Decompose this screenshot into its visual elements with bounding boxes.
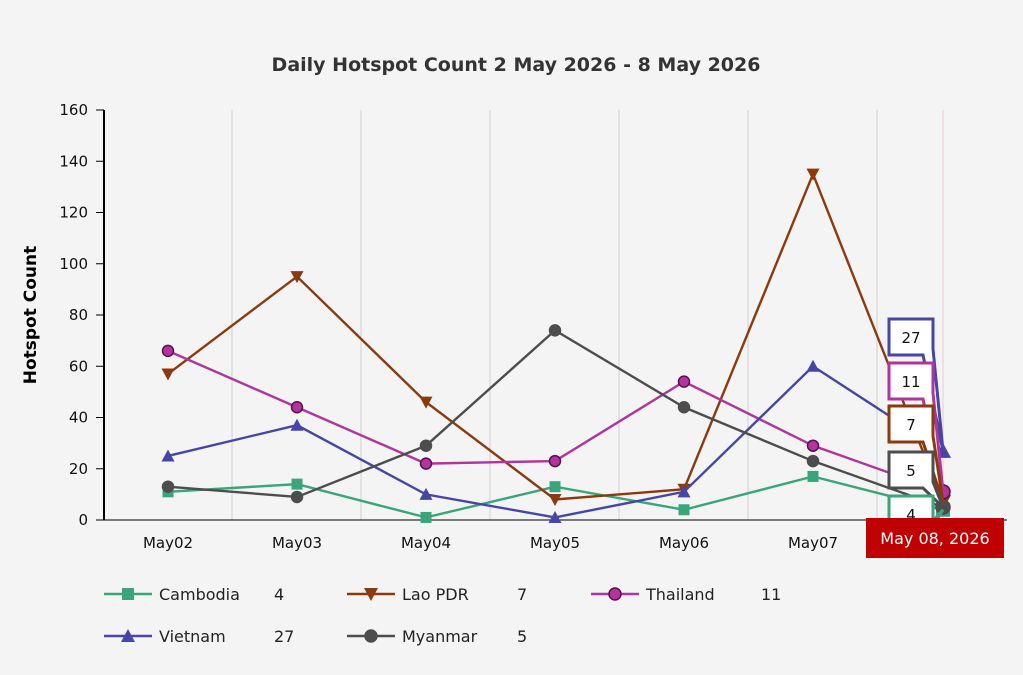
data-point <box>364 629 378 643</box>
y-tick-label: 60 <box>69 357 88 375</box>
data-point <box>419 396 433 409</box>
x-tick-label: May03 <box>272 534 322 552</box>
y-tick-label: 120 <box>59 204 88 222</box>
tooltip-box <box>887 450 945 509</box>
data-point <box>608 587 622 601</box>
legend-value: 5 <box>517 626 528 646</box>
data-point <box>364 588 378 601</box>
x-tick-label: May04 <box>401 534 451 552</box>
data-point <box>677 401 691 414</box>
x-tick-label: May06 <box>659 534 709 552</box>
legend-value: 4 <box>274 584 285 604</box>
series-line <box>167 349 944 493</box>
data-point <box>806 439 820 452</box>
data-point <box>677 485 691 498</box>
data-point <box>806 168 820 181</box>
legend-swatch <box>347 629 395 643</box>
data-point <box>161 368 175 381</box>
data-point <box>548 494 562 506</box>
data-point <box>161 344 175 358</box>
x-tick-label: May05 <box>530 534 580 552</box>
legend-value: 7 <box>517 584 528 604</box>
legend-item[interactable]: Myanmar 5 <box>347 624 557 648</box>
data-point <box>290 401 304 414</box>
y-tick-label: 40 <box>69 409 88 427</box>
data-point <box>548 454 562 468</box>
data-point <box>161 480 175 493</box>
data-point <box>548 510 562 523</box>
y-tick-labels: 0 20 40 60 80 100 120 140 160 <box>59 101 104 529</box>
y-tick-label: 160 <box>59 101 88 119</box>
data-point <box>290 490 304 504</box>
tooltip-value: 4 <box>906 506 916 524</box>
grid-lines <box>231 110 944 520</box>
data-point <box>290 418 304 431</box>
data-point <box>419 487 433 500</box>
y-axis-label: Hotspot Count <box>21 246 41 385</box>
tooltip-box <box>887 317 945 452</box>
legend-value: 27 <box>274 626 295 646</box>
y-tick-label: 0 <box>78 511 88 529</box>
x-tick-label: May02 <box>143 534 193 552</box>
data-point <box>419 439 433 452</box>
tooltip-box <box>887 361 945 493</box>
y-tick-label: 20 <box>69 460 88 478</box>
legend-label: Lao PDR <box>402 584 469 604</box>
x-tick-label: May07 <box>788 534 838 552</box>
legend-swatch <box>347 588 395 601</box>
legend-swatch <box>104 629 152 642</box>
y-tick-label: 100 <box>59 255 88 273</box>
tooltip-box <box>887 404 945 503</box>
legend-item[interactable]: Thailand 11 <box>591 582 801 606</box>
chart-title: Daily Hotspot Count 2 May 2026 - 8 May 2… <box>272 54 761 76</box>
data-point <box>678 504 690 516</box>
tooltip-value: 7 <box>906 416 916 434</box>
data-point <box>290 271 304 284</box>
hover-date-badge: May 08, 2026 <box>866 518 1004 558</box>
data-point <box>806 359 820 372</box>
tooltip-value: 5 <box>906 462 916 480</box>
data-point <box>122 588 134 600</box>
data-point <box>549 481 561 493</box>
x-tick-labels: May02 May03 May04 May05 May06 May07 <box>143 534 838 552</box>
data-point <box>806 454 820 468</box>
data-point <box>548 324 562 337</box>
data-point <box>161 449 175 462</box>
data-point <box>807 470 819 482</box>
legend: Cambodia 4 Lao PDR 7 Thailand 11 Vietnam 27 Myan… <box>104 582 864 652</box>
tooltip-value: 27 <box>901 329 920 347</box>
y-tick-label: 80 <box>69 306 88 324</box>
data-point <box>420 511 432 523</box>
series-lines <box>161 168 951 523</box>
legend-value: 11 <box>761 584 782 604</box>
y-tick-label: 140 <box>59 152 88 170</box>
legend-label: Thailand <box>646 584 715 604</box>
last-value-tooltips: 27 11 7 5 4 <box>887 317 945 534</box>
data-point <box>291 478 303 490</box>
legend-swatch <box>104 588 152 600</box>
legend-item[interactable]: Lao PDR 7 <box>347 582 557 606</box>
data-point <box>677 375 691 388</box>
legend-label: Vietnam <box>159 626 226 646</box>
legend-swatch <box>591 587 639 601</box>
data-point <box>419 457 433 470</box>
tooltip-value: 11 <box>901 373 920 391</box>
legend-label: Cambodia <box>159 584 240 604</box>
legend-item[interactable]: Cambodia 4 <box>104 582 314 606</box>
data-point <box>121 629 135 642</box>
legend-label: Myanmar <box>402 626 478 646</box>
legend-item[interactable]: Vietnam 27 <box>104 624 314 648</box>
series-line <box>167 170 945 503</box>
